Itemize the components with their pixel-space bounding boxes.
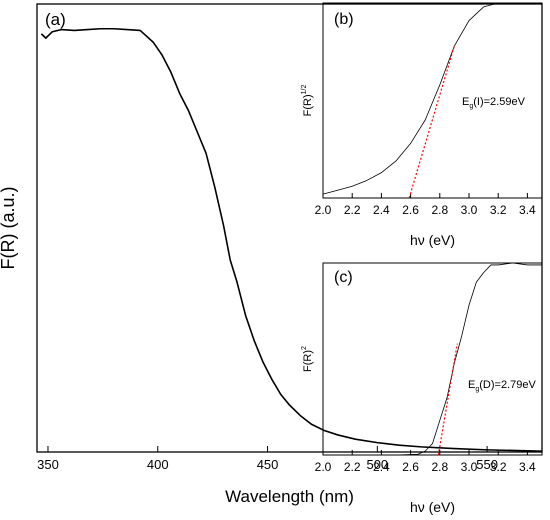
- panel-c-x-ticks: 2.0 2.2 2.4 2.6 2.8 3.0 3.2 3.4: [315, 450, 536, 474]
- panel-b-plot-frame: [322, 2, 543, 199]
- panel-c-annotation-main: E: [468, 379, 475, 391]
- panel-c-x-tick-label: 3.4: [519, 460, 536, 474]
- panel-b-x-ticks: 2.0 2.2 2.4 2.6 2.8 3.0 3.2 3.4: [315, 193, 536, 217]
- panel-b: (b) hν (eV) F(R)1/2 Eg(I)=2.59eV 2.0 2.2 2…: [301, 2, 543, 248]
- panel-c-annotation-rest: (D)=2.79eV: [479, 379, 536, 391]
- panel-b-x-tick-label: 2.2: [344, 203, 361, 217]
- panel-a-x-tick-label: 400: [147, 457, 169, 472]
- panel-b-x-axis-label: hν (eV): [410, 232, 455, 248]
- panel-c-annotation-sub: g: [475, 386, 479, 393]
- panel-b-x-tick-label: 2.4: [373, 203, 390, 217]
- panel-a-x-tick-label: 450: [257, 457, 279, 472]
- panel-c-y-axis-label: F(R)2: [301, 346, 314, 372]
- panel-a-y-axis-label: F(R) (a.u.): [0, 187, 18, 270]
- panel-a-x-tick-label: 350: [37, 457, 59, 472]
- panel-c-x-tick-label: 2.8: [431, 460, 448, 474]
- panel-b-x-tick-label: 3.2: [490, 203, 507, 217]
- panel-a-x-ticks: 350 400 450 500 550: [37, 446, 498, 472]
- panel-c-x-axis-label: hν (eV): [410, 499, 455, 515]
- panel-c-series: [323, 262, 542, 456]
- panel-b-y-axis-label-sup: 1/2: [301, 85, 308, 95]
- panel-c-data-line: [323, 262, 542, 456]
- panel-b-data-line: [322, 2, 542, 195]
- panel-a-x-tick-label: 500: [366, 457, 388, 472]
- panel-a-series: [40, 27, 543, 452]
- panel-b-label: (b): [334, 11, 354, 28]
- panel-c-x-tick-label: 2.2: [344, 460, 361, 474]
- panel-c-plot-frame: [322, 262, 543, 456]
- panel-c-y-axis-label-sup: 2: [301, 346, 308, 350]
- panel-c-bandgap-annotation: Eg(D)=2.79eV: [468, 379, 536, 393]
- panel-a-label: (a): [45, 10, 66, 29]
- panel-b-x-tick-label: 2.8: [431, 203, 448, 217]
- panel-b-annotation-main: E: [462, 96, 469, 108]
- panel-b-y-axis-label: F(R)1/2: [301, 85, 314, 117]
- panel-a-data-line: [40, 27, 543, 452]
- panel-b-y-axis-label-main: F(R): [302, 94, 314, 116]
- panel-b-annotation-sub: g: [469, 103, 473, 110]
- panel-a-x-tick-label: 550: [476, 457, 498, 472]
- panel-c: (c) hν (eV) F(R)2 Eg(D)=2.79eV 2.0 2.2 2.4…: [301, 262, 543, 515]
- panel-c-y-axis-label-main: F(R): [302, 350, 314, 372]
- panel-b-x-tick-label: 3.0: [461, 203, 478, 217]
- panel-b-tangent-line: [408, 45, 455, 199]
- panel-a: (a) Wavelength (nm) F(R) (a.u.) 350 400 45…: [0, 3, 543, 506]
- panel-b-bandgap-annotation: Eg(I)=2.59eV: [462, 96, 526, 110]
- panel-c-x-tick-label: 3.2: [490, 460, 507, 474]
- panel-c-x-tick-label: 2.4: [373, 460, 390, 474]
- panel-a-x-axis-label: Wavelength (nm): [225, 487, 354, 506]
- panel-c-label: (c): [334, 269, 353, 286]
- panel-a-plot-frame: [36, 3, 543, 453]
- panel-c-tangent-line: [437, 343, 458, 456]
- panel-b-x-tick-label: 2.0: [315, 203, 332, 217]
- panel-c-x-tick-label: 2.6: [402, 460, 419, 474]
- panel-b-x-tick-label: 3.4: [519, 203, 536, 217]
- panel-b-x-tick-label: 2.6: [402, 203, 419, 217]
- panel-c-x-tick-label: 3.0: [461, 460, 478, 474]
- panel-b-annotation-rest: (I)=2.59eV: [473, 96, 525, 108]
- panel-b-series: [322, 2, 542, 199]
- panel-c-x-tick-label: 2.0: [315, 460, 332, 474]
